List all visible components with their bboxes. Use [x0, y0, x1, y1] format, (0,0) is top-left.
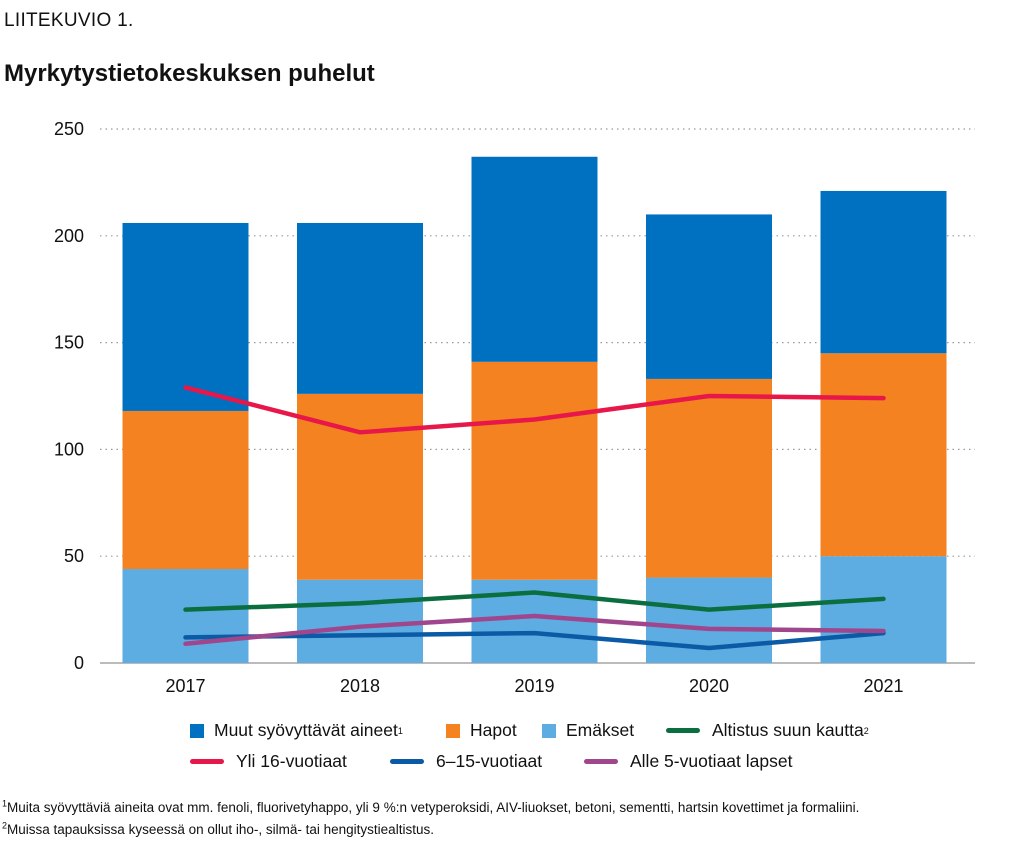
footnote-1: 1Muita syövyttäviä aineita ovat mm. feno…	[2, 797, 859, 819]
footnote-1-text: Muita syövyttäviä aineita ovat mm. fenol…	[7, 800, 860, 815]
legend-label-6-15: 6–15-vuotiaat	[436, 751, 543, 771]
figure-label: LIITEKUVIO 1.	[4, 10, 134, 31]
footnotes: 1Muita syövyttäviä aineita ovat mm. feno…	[2, 797, 859, 841]
legend-item-yli16: Yli 16-vuotiaat	[190, 751, 347, 772]
chart-title: Myrkytystietokeskuksen puhelut	[4, 60, 375, 87]
bar-segment	[646, 378, 772, 578]
bar-segment	[122, 222, 249, 411]
legend-swatch-altistus	[666, 728, 700, 733]
series-line	[183, 630, 886, 651]
bar-segment	[297, 579, 423, 663]
legend-item-hapot: Hapot	[446, 720, 517, 741]
bar-segment	[646, 214, 772, 379]
bar-segment	[122, 410, 249, 570]
y-tick-label: 200	[54, 226, 84, 246]
y-tick-label: 250	[54, 119, 84, 139]
legend-label-muut: Muut syövyttävät aineet	[214, 720, 398, 740]
legend-label-hapot: Hapot	[470, 720, 517, 740]
bar-segment	[297, 393, 423, 580]
bar-segment	[297, 222, 423, 394]
legend-label-alle5: Alle 5-vuotiaat lapset	[630, 751, 793, 771]
footnote-2-mark: 2	[2, 820, 8, 831]
x-tick-label: 2021	[863, 676, 903, 696]
legend-item-alle5: Alle 5-vuotiaat lapset	[584, 751, 792, 772]
legend-swatch-yli16	[190, 759, 224, 764]
legend-label-altistus: Altistus suun kautta	[712, 720, 864, 740]
legend-swatch-6-15	[390, 759, 424, 764]
series-line	[183, 385, 886, 435]
footnote-2-text: Muissa tapauksissa kyseessä on ollut iho…	[7, 822, 434, 837]
footnote-1-mark: 1	[2, 798, 8, 809]
series-line	[183, 590, 886, 612]
bar-segment	[471, 156, 598, 362]
bar-segment	[820, 556, 947, 663]
x-tick-label: 2017	[165, 676, 205, 696]
y-tick-label: 150	[54, 333, 84, 353]
legend-item-altistus: Altistus suun kautta 2	[666, 720, 869, 741]
x-tick-label: 2020	[689, 676, 729, 696]
bar-segment	[122, 569, 249, 663]
legend-label-yli16: Yli 16-vuotiaat	[236, 751, 347, 771]
bar-segment	[471, 361, 598, 580]
legend-item-muut: Muut syövyttävät aineet 1	[190, 720, 403, 741]
chart-area: 0 50 100 150 200 250 2017 2018 2019 2020 2021	[54, 119, 975, 696]
bar-segment	[820, 353, 947, 557]
legend-item-6-15: 6–15-vuotiaat	[390, 751, 542, 772]
footnote-2: 2Muissa tapauksissa kyseessä on ollut ih…	[2, 819, 859, 841]
y-tick-label: 50	[64, 546, 84, 566]
x-tick-label: 2019	[514, 676, 554, 696]
legend-swatch-alle5	[584, 759, 618, 764]
bar-segment	[820, 190, 947, 354]
legend-swatch-emakset	[542, 723, 556, 738]
legend-item-emakset: Emäkset	[542, 720, 634, 741]
legend-swatch-muut	[190, 723, 204, 738]
legend-label-emakset: Emäkset	[566, 720, 635, 740]
y-tick-label: 0	[74, 653, 84, 673]
y-tick-label: 100	[54, 439, 84, 459]
x-tick-label: 2018	[340, 676, 380, 696]
series-line	[183, 613, 886, 647]
legend-swatch-hapot	[446, 723, 460, 738]
